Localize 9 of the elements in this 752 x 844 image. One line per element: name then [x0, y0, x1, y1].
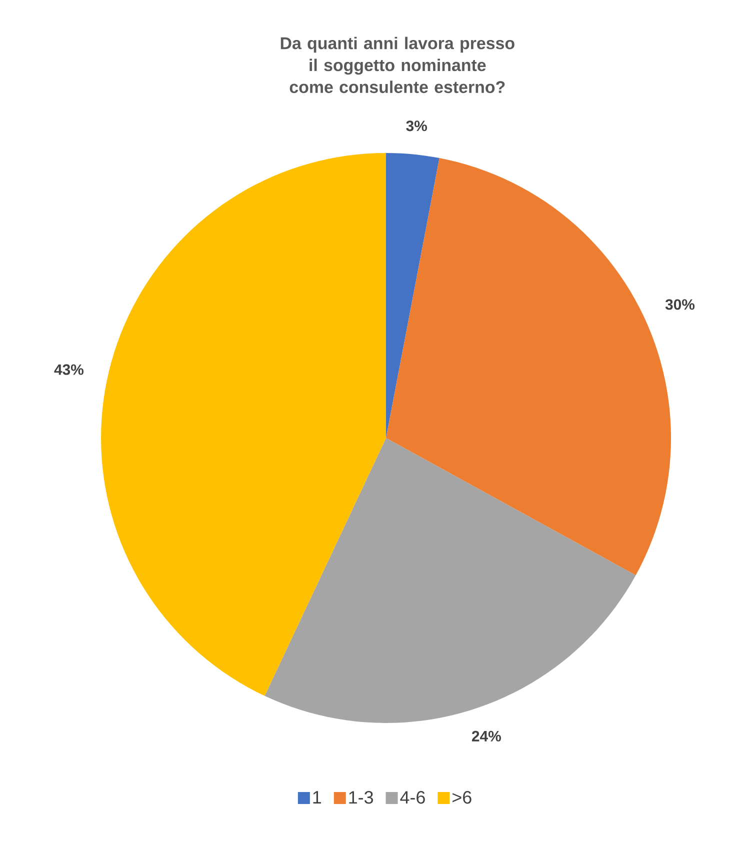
legend-label: 1-3 — [349, 791, 373, 804]
legend-label: 1 — [313, 791, 321, 804]
data-label: 43% — [54, 364, 84, 375]
data-label: 3% — [406, 120, 427, 132]
data-label: 24% — [472, 730, 501, 742]
legend-label: 4-6 — [400, 791, 425, 804]
chart-title: Da quanti anni lavora presso il soggetto nominante come consulente esterno? — [280, 36, 514, 94]
legend-label: >6 — [452, 791, 472, 804]
data-label: 30% — [665, 299, 695, 310]
